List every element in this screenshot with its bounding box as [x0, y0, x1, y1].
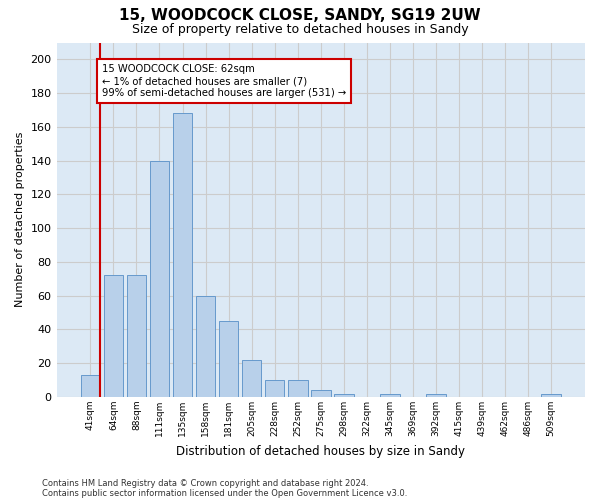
- X-axis label: Distribution of detached houses by size in Sandy: Distribution of detached houses by size …: [176, 444, 465, 458]
- Bar: [288, 380, 308, 397]
- Bar: [80, 375, 100, 397]
- Bar: [149, 160, 169, 397]
- Bar: [104, 276, 123, 397]
- Bar: [426, 394, 446, 397]
- Text: Size of property relative to detached houses in Sandy: Size of property relative to detached ho…: [131, 22, 469, 36]
- Bar: [127, 276, 146, 397]
- Text: Contains public sector information licensed under the Open Government Licence v3: Contains public sector information licen…: [42, 488, 407, 498]
- Bar: [334, 394, 353, 397]
- Bar: [196, 296, 215, 397]
- Bar: [242, 360, 262, 397]
- Text: 15, WOODCOCK CLOSE, SANDY, SG19 2UW: 15, WOODCOCK CLOSE, SANDY, SG19 2UW: [119, 8, 481, 22]
- Bar: [265, 380, 284, 397]
- Bar: [219, 321, 238, 397]
- Text: 15 WOODCOCK CLOSE: 62sqm
← 1% of detached houses are smaller (7)
99% of semi-det: 15 WOODCOCK CLOSE: 62sqm ← 1% of detache…: [102, 64, 346, 98]
- Bar: [541, 394, 561, 397]
- Bar: [380, 394, 400, 397]
- Bar: [173, 114, 193, 397]
- Text: Contains HM Land Registry data © Crown copyright and database right 2024.: Contains HM Land Registry data © Crown c…: [42, 478, 368, 488]
- Y-axis label: Number of detached properties: Number of detached properties: [15, 132, 25, 308]
- Bar: [311, 390, 331, 397]
